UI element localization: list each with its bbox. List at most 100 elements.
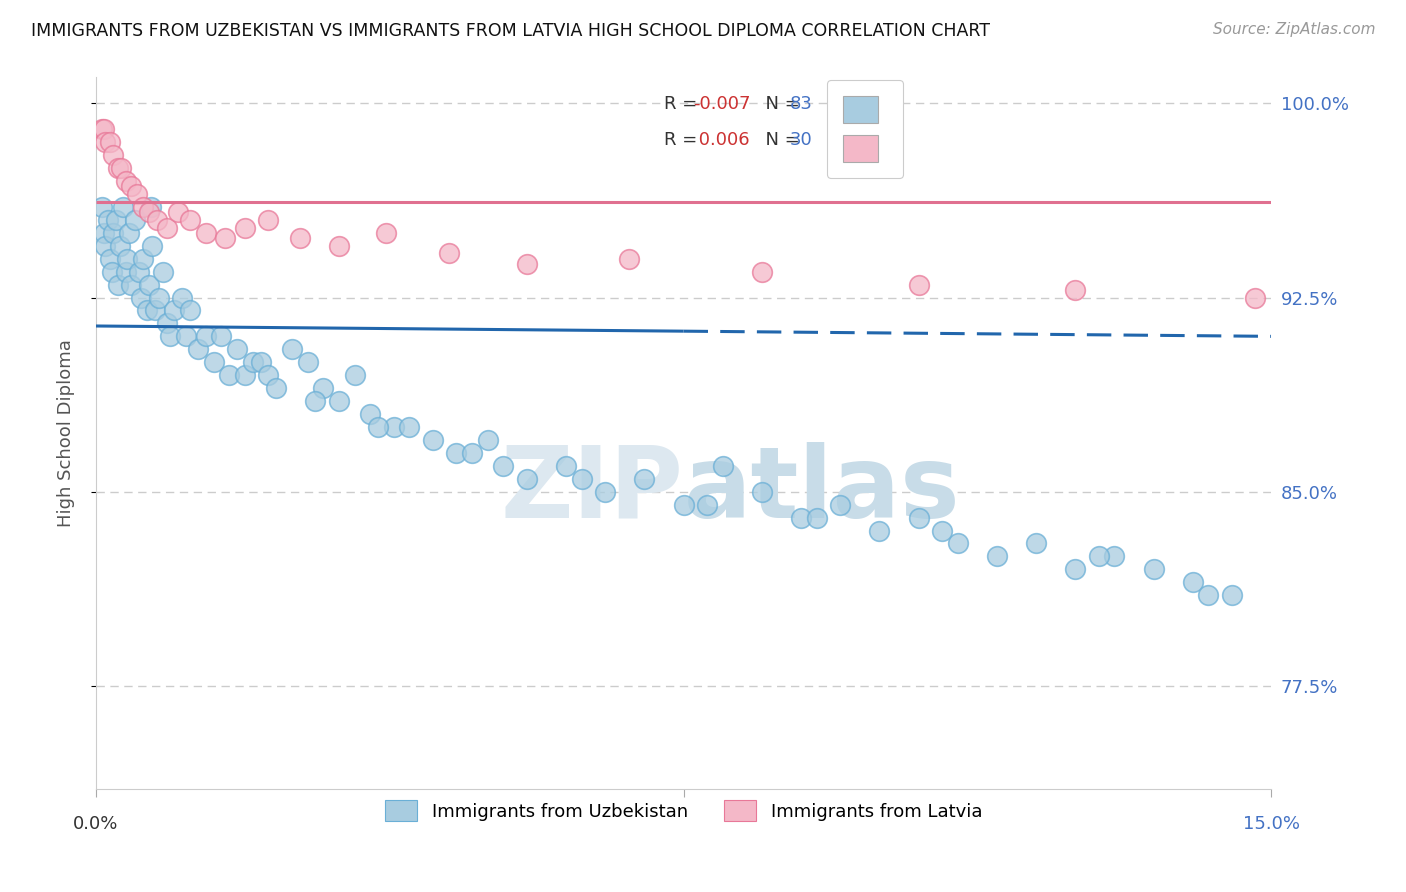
Point	[374, 226, 396, 240]
Point	[131, 291, 153, 305]
Point	[98, 135, 121, 149]
Text: 15.0%: 15.0%	[1243, 815, 1299, 833]
Point	[93, 122, 115, 136]
Point	[104, 212, 127, 227]
Point	[1025, 536, 1047, 550]
Point	[125, 186, 148, 201]
Point	[94, 238, 117, 252]
Point	[146, 212, 169, 227]
Point	[257, 212, 280, 227]
Point	[114, 265, 136, 279]
Point	[172, 291, 194, 305]
Text: N =: N =	[754, 95, 806, 113]
Point	[124, 212, 146, 227]
Point	[931, 524, 953, 538]
Point	[264, 381, 287, 395]
Point	[233, 368, 256, 383]
Point	[367, 420, 389, 434]
Text: atlas: atlas	[683, 442, 960, 539]
Point	[1220, 588, 1243, 602]
Point	[107, 277, 129, 292]
Point	[194, 329, 217, 343]
Point	[571, 472, 593, 486]
Point	[986, 549, 1008, 564]
Point	[214, 231, 236, 245]
Point	[555, 458, 578, 473]
Point	[226, 343, 249, 357]
Point	[194, 226, 217, 240]
Point	[179, 303, 201, 318]
Point	[91, 122, 114, 136]
Point	[359, 407, 381, 421]
Point	[257, 368, 280, 383]
Point	[1064, 562, 1087, 576]
Y-axis label: High School Diploma: High School Diploma	[58, 340, 75, 527]
Point	[218, 368, 240, 383]
Point	[633, 472, 655, 486]
Point	[159, 329, 181, 343]
Text: 30: 30	[789, 131, 813, 149]
Point	[516, 472, 538, 486]
Point	[477, 433, 499, 447]
Point	[136, 303, 159, 318]
Point	[907, 277, 929, 292]
Point	[94, 135, 117, 149]
Point	[343, 368, 366, 383]
Point	[100, 265, 122, 279]
Point	[461, 446, 484, 460]
Text: 83: 83	[789, 95, 813, 113]
Point	[103, 226, 125, 240]
Point	[128, 265, 150, 279]
Point	[209, 329, 232, 343]
Point	[790, 510, 813, 524]
Point	[120, 179, 142, 194]
Text: R =: R =	[664, 131, 703, 149]
Point	[1087, 549, 1109, 564]
Point	[328, 394, 350, 409]
Point	[249, 355, 271, 369]
Text: IMMIGRANTS FROM UZBEKISTAN VS IMMIGRANTS FROM LATVIA HIGH SCHOOL DIPLOMA CORRELA: IMMIGRANTS FROM UZBEKISTAN VS IMMIGRANTS…	[31, 22, 990, 40]
Point	[672, 498, 695, 512]
Point	[155, 220, 177, 235]
Point	[138, 205, 160, 219]
Point	[1142, 562, 1164, 576]
Point	[1104, 549, 1126, 564]
Point	[117, 252, 139, 266]
Text: N =: N =	[754, 131, 806, 149]
Point	[830, 498, 852, 512]
Point	[751, 484, 773, 499]
Text: ZIP: ZIP	[501, 442, 683, 539]
Point	[132, 200, 155, 214]
Point	[696, 498, 718, 512]
Point	[1244, 291, 1267, 305]
Text: 0.0%: 0.0%	[73, 815, 118, 833]
Point	[288, 231, 311, 245]
Point	[141, 238, 163, 252]
Text: -0.007: -0.007	[693, 95, 751, 113]
Point	[304, 394, 326, 409]
Point	[437, 246, 460, 260]
Point	[118, 226, 141, 240]
Point	[138, 277, 160, 292]
Point	[446, 446, 468, 460]
Point	[91, 200, 114, 214]
Point	[167, 205, 190, 219]
Point	[312, 381, 335, 395]
Point	[187, 343, 209, 357]
Point	[242, 355, 264, 369]
Point	[93, 226, 115, 240]
Point	[946, 536, 969, 550]
Point	[806, 510, 828, 524]
Text: Source: ZipAtlas.com: Source: ZipAtlas.com	[1212, 22, 1375, 37]
Point	[152, 265, 174, 279]
Point	[1064, 283, 1087, 297]
Point	[1197, 588, 1219, 602]
Point	[132, 252, 155, 266]
Point	[155, 317, 177, 331]
Point	[107, 161, 129, 175]
Point	[297, 355, 319, 369]
Point	[98, 252, 121, 266]
Point	[1181, 575, 1204, 590]
Point	[907, 510, 929, 524]
Point	[110, 161, 132, 175]
